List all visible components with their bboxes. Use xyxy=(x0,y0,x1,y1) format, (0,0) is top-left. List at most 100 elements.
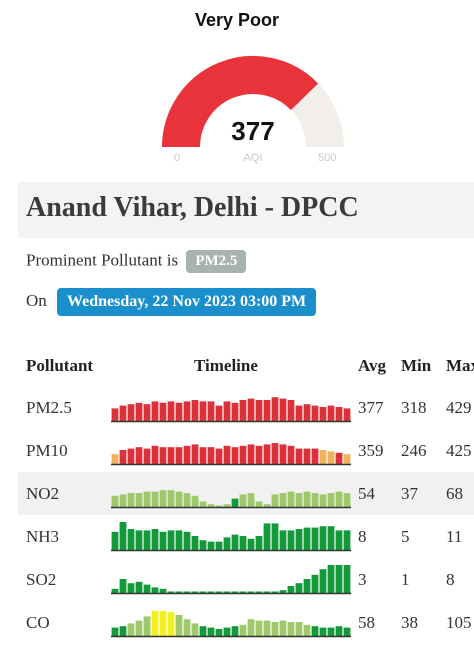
timeline-bar xyxy=(135,493,143,507)
timeline-bar xyxy=(119,405,127,421)
timeline-bar xyxy=(327,405,335,421)
timeline-sparkline xyxy=(111,565,351,595)
timeline-bar xyxy=(111,495,119,507)
header-min: Min xyxy=(401,356,432,375)
timeline-bar xyxy=(159,490,167,507)
timeline-bar xyxy=(159,447,167,464)
timeline-bar xyxy=(295,529,303,550)
timeline-bar xyxy=(311,493,319,507)
avg-value: 8 xyxy=(358,527,367,546)
timeline-bar xyxy=(175,591,183,593)
timeline-bar xyxy=(215,629,223,636)
timeline-bar xyxy=(255,400,263,421)
gauge-min-label: 0 xyxy=(174,152,181,164)
timeline-bar xyxy=(327,493,335,507)
timeline-bar xyxy=(135,447,143,464)
station-header: Anand Vihar, Delhi - DPCC xyxy=(18,182,474,238)
timeline-bar xyxy=(191,591,199,593)
timeline-bar xyxy=(127,623,135,636)
timeline-bar xyxy=(295,493,303,507)
timeline-bar xyxy=(191,444,199,464)
max-value: 425 xyxy=(446,441,472,460)
timeline-bar xyxy=(319,569,327,593)
timeline-bar xyxy=(119,494,127,507)
timeline-bar xyxy=(151,445,159,464)
timeline-bar xyxy=(279,444,287,464)
timeline-bar xyxy=(343,627,351,636)
timeline-bar xyxy=(311,405,319,421)
timeline-bar xyxy=(183,401,191,421)
timeline-bar xyxy=(223,445,231,464)
prominent-label: Prominent Pollutant is xyxy=(26,250,179,270)
timeline-bar xyxy=(143,530,151,550)
timeline-bar xyxy=(159,402,167,421)
timeline-bar xyxy=(215,448,223,464)
timeline-bar xyxy=(295,622,303,636)
timeline-bar xyxy=(151,491,159,507)
timeline-bar xyxy=(287,530,295,550)
timeline-bar xyxy=(167,530,175,550)
timeline-bar xyxy=(335,626,343,636)
timeline-bar xyxy=(319,526,327,550)
timeline-bar xyxy=(111,454,119,464)
table-row: NH3 8 5 11 xyxy=(18,515,474,558)
table-row: CO 58 38 105 xyxy=(18,601,474,644)
timeline-bar xyxy=(311,574,319,593)
timeline-bar xyxy=(207,591,215,593)
timeline-bar xyxy=(111,627,119,636)
timeline-bar xyxy=(167,490,175,507)
timeline-bar xyxy=(175,447,183,464)
timeline-bar xyxy=(335,452,343,464)
timeline-bar xyxy=(231,591,239,593)
prominent-pollutant: Prominent Pollutant is PM2.5 xyxy=(26,250,247,273)
timeline-bar xyxy=(183,445,191,464)
pollutant-table: Pollutant Timeline Avg Min Max PM2.5 377… xyxy=(18,346,474,644)
pollutant-name: NO2 xyxy=(26,484,60,503)
max-value: 8 xyxy=(446,570,455,589)
timeline-bar xyxy=(167,447,175,464)
prominent-pollutant-badge: PM2.5 xyxy=(186,250,247,273)
updated-label: On xyxy=(26,290,47,310)
timeline-bar xyxy=(239,494,247,507)
timeline-bar xyxy=(191,400,199,421)
timeline-bar xyxy=(223,401,231,421)
timeline-bar xyxy=(319,494,327,507)
timeline-bar xyxy=(239,624,247,636)
timeline-bar xyxy=(135,402,143,421)
timeline-bar xyxy=(151,529,159,550)
timeline-bar xyxy=(255,591,263,593)
timeline-sparkline xyxy=(111,443,351,466)
timeline-bar xyxy=(319,627,327,636)
timeline-bar xyxy=(271,591,279,593)
timeline-bar xyxy=(255,536,263,550)
timeline-bar xyxy=(247,619,255,636)
timeline-bar xyxy=(255,501,263,507)
avg-value: 377 xyxy=(358,398,384,417)
timeline-bar xyxy=(191,623,199,636)
timeline-bar xyxy=(303,527,311,550)
timeline-bar xyxy=(343,565,351,593)
timeline-bar xyxy=(223,591,231,593)
timeline-bar xyxy=(263,504,271,507)
table-row: SO2 3 1 8 xyxy=(18,558,474,601)
timeline-sparkline xyxy=(111,397,351,423)
pollutant-name: NH3 xyxy=(26,527,60,546)
timeline-bar xyxy=(191,495,199,507)
max-value: 105 xyxy=(446,613,472,632)
timeline-bar xyxy=(191,536,199,550)
timeline-bar xyxy=(175,530,183,550)
timeline-bar xyxy=(247,591,255,593)
gauge-chart xyxy=(162,56,344,148)
timeline-bar xyxy=(311,527,319,550)
timeline-bar xyxy=(215,591,223,593)
timeline-bar xyxy=(279,530,287,550)
timeline-bar xyxy=(311,626,319,636)
timeline-bar xyxy=(167,591,175,593)
avg-value: 54 xyxy=(358,484,375,503)
timeline-bar xyxy=(119,579,127,593)
timeline-bar xyxy=(207,541,215,550)
timeline-bar xyxy=(247,444,255,464)
timeline-bar xyxy=(335,530,343,550)
table-row: PM10 359 246 425 xyxy=(18,429,474,472)
timeline-bar xyxy=(127,493,135,507)
